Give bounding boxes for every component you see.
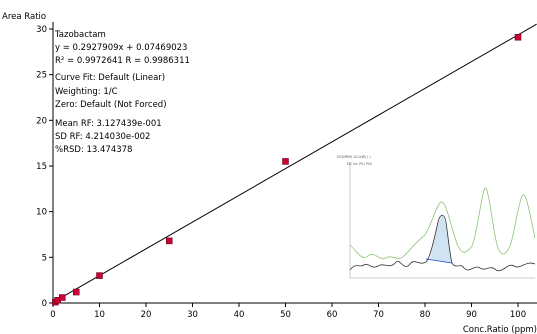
- x-tick-label: 50: [280, 310, 291, 320]
- annotation-rsd: %RSD: 13.474378: [55, 145, 132, 155]
- data-point: [166, 237, 173, 245]
- inset-peak-baseline: [425, 258, 453, 264]
- y-tick-label: 10: [36, 208, 47, 218]
- x-ticks: 0 10 20 30 40 50 60 70 80 90 100: [50, 303, 526, 320]
- inset-peak-fill: [430, 214, 452, 263]
- x-tick-label: 30: [187, 310, 198, 320]
- y-tick-label: 0: [42, 299, 47, 309]
- annotation-r-squared: R² = 0.9972641 R = 0.9986311: [55, 56, 190, 66]
- annotation-zero: Zero: Default (Not Forced): [55, 100, 167, 110]
- x-tick-label: 100: [510, 310, 526, 320]
- data-point: [514, 33, 522, 41]
- annotation-block: Tazobactam y = 0.2927909x + 0.07469023 R…: [54, 30, 190, 155]
- x-tick-label: 80: [420, 310, 431, 320]
- data-points: [52, 33, 522, 306]
- y-tick-label: 25: [36, 71, 47, 81]
- x-tick-label: 90: [466, 310, 477, 320]
- x-tick-label: 10: [94, 310, 105, 320]
- x-tick-label: 70: [373, 310, 384, 320]
- x-tick-label: 0: [50, 310, 55, 320]
- chromatogram-inset: EIC(MRM) 10.0(W) (-) EIC Int. Pk1 Pk2: [333, 150, 537, 290]
- inset-green-trace: [349, 187, 536, 260]
- x-tick-label: 40: [234, 310, 245, 320]
- y-tick-label: 30: [36, 25, 47, 35]
- y-axis-title: Area Ratio: [2, 12, 46, 22]
- y-tick-label: 20: [36, 116, 47, 126]
- annotation-curve-fit: Curve Fit: Default (Linear): [55, 73, 165, 83]
- y-tick-label: 15: [36, 162, 47, 172]
- data-point: [59, 294, 66, 301]
- y-ticks: 0 5 10 15 20 25 30: [36, 25, 53, 309]
- y-tick-label: 5: [42, 253, 47, 263]
- x-tick-label: 20: [141, 310, 152, 320]
- data-point: [282, 158, 289, 165]
- annotation-weighting: Weighting: 1/C: [55, 87, 118, 97]
- fit-line-group: [52, 23, 537, 303]
- inset-legend: EIC Int. Pk1 Pk2: [347, 162, 372, 166]
- inset-black-trace: [349, 214, 536, 272]
- annotation-mean-rf: Mean RF: 3.127439e-001: [55, 119, 162, 129]
- inset-frame: [333, 150, 537, 290]
- axes: [52, 22, 537, 304]
- x-tick-label: 60: [327, 310, 338, 320]
- annotation-compound: Tazobactam: [54, 30, 106, 40]
- fit-line: [52, 23, 537, 303]
- annotation-sd-rf: SD RF: 4.214030e-002: [55, 132, 150, 142]
- x-axis-title: Conc.Ratio (ppm): [463, 325, 537, 334]
- inset-header: EIC(MRM) 10.0(W) (-): [337, 155, 371, 159]
- data-point: [96, 272, 103, 279]
- data-point: [73, 288, 80, 296]
- annotation-equation: y = 0.2927909x + 0.07469023: [55, 43, 187, 53]
